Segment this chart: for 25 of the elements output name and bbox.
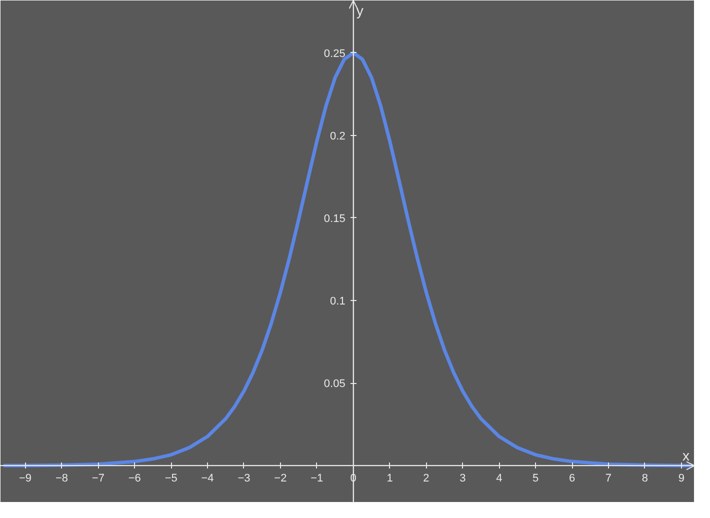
y-tick-label: 0.2: [330, 130, 346, 142]
y-tick-label: 0.1: [330, 296, 346, 308]
x-tick-label: 5: [532, 472, 539, 485]
x-tick-label: −8: [55, 472, 68, 485]
y-tick-label: 0.05: [324, 378, 346, 390]
x-tick-label: −3: [238, 472, 250, 485]
x-tick-label: 1: [386, 472, 393, 485]
x-tick-label: −4: [201, 472, 214, 485]
x-tick-label: −9: [19, 472, 32, 485]
x-tick-label: −6: [128, 472, 141, 485]
x-tick-label: −5: [164, 472, 178, 485]
x-tick-label: −7: [92, 472, 104, 485]
x-tick-label: 6: [568, 472, 576, 485]
x-tick-label: 8: [642, 472, 648, 485]
x-tick-label: 7: [605, 472, 612, 485]
y-tick-label: 0.25: [324, 48, 346, 60]
y-tick-label: 0.15: [324, 212, 346, 225]
x-axis-title: x: [682, 448, 690, 464]
x-tick-label: 9: [678, 472, 684, 485]
y-axis-title: y: [356, 2, 364, 18]
x-tick-label: 3: [460, 472, 466, 485]
x-tick-label: −1: [310, 472, 324, 485]
x-tick-label: 4: [496, 472, 502, 485]
x-tick-label: 2: [423, 472, 430, 485]
x-tick-label: −2: [274, 472, 287, 485]
